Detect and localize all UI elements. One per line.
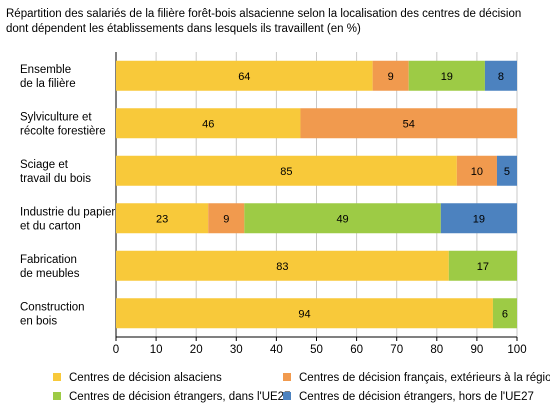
category-label-line: Construction — [20, 301, 85, 313]
category-label-line: Sciage et — [20, 159, 69, 171]
bar-segment — [116, 155, 457, 186]
data-label: 8 — [498, 71, 504, 83]
category-label: Sciage et travail du bois — [20, 159, 91, 185]
category-label-line: Sylviculture et — [20, 111, 92, 123]
x-tick-label: 80 — [430, 344, 443, 356]
legend-swatch — [53, 392, 61, 400]
data-label: 49 — [336, 213, 348, 225]
legend-swatch — [283, 373, 291, 381]
category-label-line: Fabrication — [20, 254, 77, 266]
data-label: 54 — [403, 118, 415, 130]
bar-segment — [408, 60, 485, 91]
category-label-line: en bois — [20, 315, 57, 327]
category-label-line: de la filière — [20, 78, 76, 90]
data-label: 19 — [441, 71, 453, 83]
data-label: 85 — [280, 166, 292, 178]
bar-segment — [116, 108, 301, 139]
bar-segment — [496, 155, 517, 186]
category-label-line: de meubles — [20, 268, 80, 280]
bar-segment — [116, 203, 209, 234]
x-gridlines — [115, 52, 518, 341]
bar-segment — [456, 155, 497, 186]
x-tick-label: 70 — [390, 344, 403, 356]
bar-segment — [244, 203, 441, 234]
bar-segment — [116, 298, 493, 329]
data-label: 83 — [276, 261, 288, 273]
data-label: 46 — [202, 118, 214, 130]
category-label-line: récolte forestière — [20, 125, 106, 137]
x-tick-label: 20 — [190, 344, 203, 356]
bar-segment — [372, 60, 409, 91]
legend-swatch — [53, 373, 61, 381]
x-tick-label: 0 — [113, 344, 119, 356]
bar-segment — [208, 203, 245, 234]
chart-title: Répartition des salariés de la filière f… — [6, 8, 522, 35]
x-tick-label: 50 — [310, 344, 323, 356]
category-label: Ensemble de la filière — [20, 64, 76, 90]
category-label-line: et du carton — [20, 220, 81, 232]
x-tick-label: 90 — [471, 344, 484, 356]
data-label: 9 — [388, 71, 394, 83]
data-label: 10 — [471, 166, 483, 178]
legend-label: Centres de décision étrangers, dans l'UE… — [69, 391, 290, 403]
category-label-line: travail du bois — [20, 173, 91, 185]
x-tick-label: 40 — [270, 344, 283, 356]
data-label: 23 — [156, 213, 168, 225]
category-label-line: Ensemble — [20, 64, 71, 76]
bar-segment — [492, 298, 517, 329]
category-label: Fabrication de meubles — [20, 254, 80, 280]
legend-label: Centres de décision français, extérieurs… — [299, 372, 550, 384]
x-tick-label: 10 — [150, 344, 163, 356]
bar-segment — [300, 108, 517, 139]
category-label-line: Industrie du papier — [20, 206, 115, 218]
data-label: 19 — [473, 213, 485, 225]
category-label: Construction en bois — [20, 301, 85, 327]
x-tick-label: 100 — [507, 344, 526, 356]
x-tick-label: 60 — [350, 344, 363, 356]
bar-segment — [440, 203, 517, 234]
legend-swatch — [283, 392, 291, 400]
category-label: Industrie du papier et du carton — [20, 206, 115, 232]
bar-segment — [116, 250, 449, 281]
category-label: Sylviculture et récolte forestière — [20, 111, 106, 137]
legend-label: Centres de décision alsaciens — [69, 372, 222, 384]
data-label: 17 — [477, 261, 489, 273]
data-label: 5 — [504, 166, 510, 178]
data-label: 9 — [223, 213, 229, 225]
legend-label: Centres de décision étrangers, hors de l… — [299, 391, 534, 403]
bar-segment — [116, 60, 373, 91]
data-label: 94 — [298, 308, 310, 320]
bar-segment — [484, 60, 517, 91]
x-tick-label: 30 — [230, 344, 243, 356]
bar-segment — [448, 250, 517, 281]
data-label: 64 — [238, 71, 250, 83]
data-label: 6 — [502, 308, 508, 320]
